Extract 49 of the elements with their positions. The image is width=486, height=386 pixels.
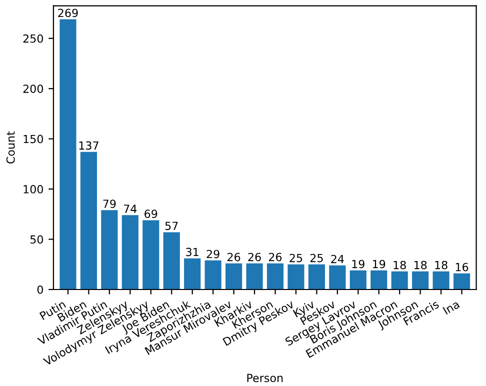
bar [391,271,408,290]
y-tick-label: 250 [23,34,43,43]
bar [370,270,388,290]
data-label: 18 [435,260,448,270]
bar [453,273,470,290]
data-label: 18 [394,260,406,270]
y-axis-title: Count [6,131,15,164]
data-label: 74 [124,204,137,213]
data-label: 25 [290,254,302,262]
bar [122,215,138,290]
bar [266,263,284,290]
data-label: 25 [310,254,323,262]
bar [412,271,429,290]
data-label: 69 [144,210,158,218]
y-tick-label: 150 [24,134,43,144]
data-label: 19 [373,260,386,268]
x-tick-label: Ina [442,300,460,315]
data-label: 19 [352,260,364,268]
bar [60,19,76,290]
x-axis-title: Person [247,374,283,382]
bar [184,258,201,290]
bar [350,270,366,290]
bar [308,264,325,290]
bar [163,232,180,290]
data-label: 26 [228,252,240,262]
y-tick-label: 0 [37,285,43,294]
data-label: 18 [414,260,427,270]
bar [246,263,263,290]
data-label: 79 [103,200,116,208]
data-label: 57 [165,222,178,230]
bar [288,264,304,290]
y-tick-label: 200 [23,84,43,93]
data-label: 29 [206,250,220,258]
y-tick-label: 50 [30,235,43,244]
y-tick-label: 100 [24,185,43,194]
data-label: 31 [186,248,198,256]
bar [142,220,160,290]
bar [204,260,222,290]
data-label: 137 [79,141,98,150]
bar [101,210,118,290]
bar [80,152,97,290]
data-label: 269 [58,8,78,18]
bar [225,263,242,290]
bar [432,271,450,290]
data-label: 26 [268,252,282,262]
bar [329,265,346,290]
data-label: 24 [331,254,344,264]
data-label: 26 [248,252,261,262]
data-label: 16 [456,262,468,272]
